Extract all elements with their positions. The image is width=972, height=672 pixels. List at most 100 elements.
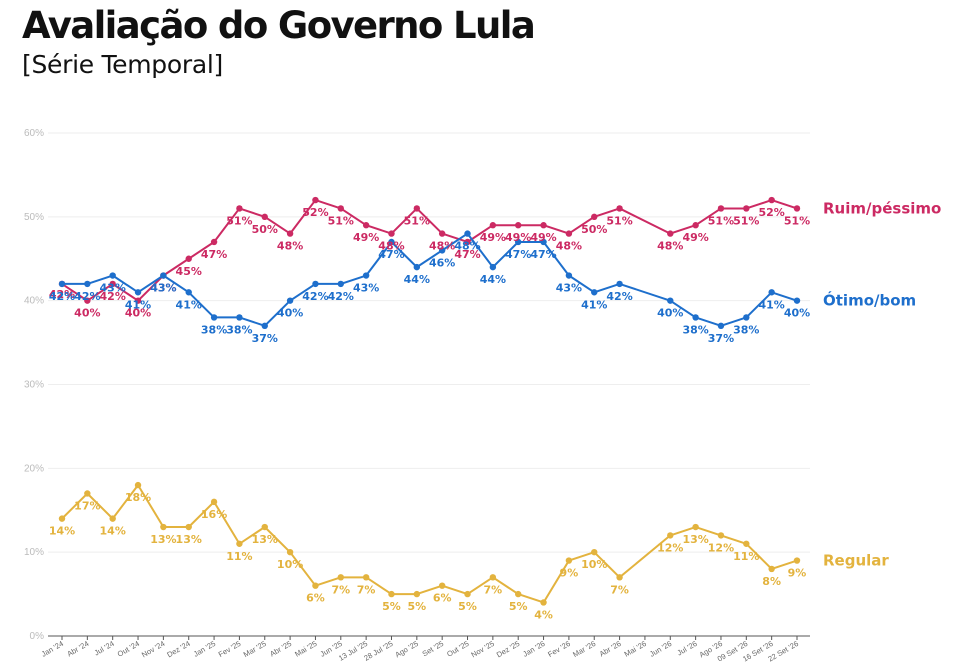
regular-point — [438, 582, 446, 589]
ruim-pessimo-point — [489, 222, 497, 229]
otimo-bom-data-label: 42% — [302, 290, 328, 303]
x-tick-label: Nov '24 — [140, 639, 166, 659]
x-tick-label: Mai '26 — [623, 639, 648, 659]
regular-data-label: 7% — [484, 583, 503, 596]
otimo-bom-data-label: 47% — [530, 248, 556, 261]
regular-data-label: 7% — [331, 583, 350, 596]
ruim-pessimo-data-label: 51% — [784, 214, 810, 227]
regular-point — [413, 590, 421, 598]
regular-point — [312, 582, 319, 589]
regular-point — [160, 523, 167, 531]
otimo-bom-point — [692, 314, 699, 321]
ruim-pessimo-point — [692, 222, 699, 229]
y-tick-label: 60% — [24, 128, 44, 139]
otimo-bom-data-label: 44% — [480, 273, 506, 286]
otimo-bom-point — [312, 280, 319, 288]
regular-point — [591, 548, 598, 556]
regular-data-label: 8% — [762, 575, 781, 588]
ruim-pessimo-point — [261, 213, 268, 221]
otimo-bom-point — [210, 314, 218, 321]
regular-data-label: 13% — [252, 533, 278, 546]
regular-data-label: 5% — [382, 600, 401, 613]
otimo-bom-data-label: 41% — [176, 298, 202, 311]
y-tick-label: 30% — [24, 380, 44, 391]
otimo-bom-data-label: 37% — [252, 332, 278, 345]
regular-point — [464, 590, 471, 598]
ruim-pessimo-data-label: 48% — [556, 240, 582, 253]
otimo-bom-point — [793, 297, 801, 304]
regular-data-label: 7% — [357, 583, 376, 596]
otimo-bom-data-label: 40% — [657, 307, 683, 320]
x-tick-label: Dez '24 — [165, 639, 191, 659]
regular-point — [717, 532, 725, 539]
otimo-bom-point — [362, 272, 370, 279]
ruim-pessimo-data-label: 49% — [353, 231, 379, 244]
ruim-pessimo-point — [743, 205, 750, 212]
regular-point — [286, 548, 294, 556]
regular-point — [109, 515, 116, 522]
otimo-bom-point — [160, 272, 167, 279]
otimo-bom-point — [489, 263, 497, 271]
regular-point — [793, 557, 801, 564]
otimo-bom-point — [337, 280, 344, 288]
otimo-bom-data-label: 43% — [353, 282, 379, 295]
otimo-bom-point — [717, 322, 725, 330]
ruim-pessimo-point — [185, 255, 192, 262]
y-tick-label: 20% — [24, 463, 44, 474]
ruim-pessimo-point — [236, 205, 243, 212]
y-tick-label: 10% — [24, 547, 44, 558]
otimo-bom-data-label: 38% — [226, 323, 252, 336]
ruim-pessimo-point — [438, 230, 446, 237]
otimo-bom-point — [185, 289, 192, 296]
ruim-pessimo-point — [540, 222, 547, 229]
series-layer — [58, 196, 801, 606]
ruim-pessimo-point — [84, 297, 91, 304]
ruim-pessimo-point — [286, 230, 294, 237]
otimo-bom-point — [413, 263, 421, 271]
x-tick-label: Out '24 — [116, 639, 141, 659]
ruim-pessimo-data-label: 51% — [226, 214, 252, 227]
regular-data-label: 12% — [657, 541, 683, 554]
regular-data-label: 4% — [534, 608, 553, 621]
ruim-pessimo-data-label: 40% — [74, 307, 100, 320]
otimo-bom-series-label: Ótimo/bom — [823, 291, 916, 310]
otimo-bom-data-label: 42% — [74, 290, 100, 303]
chart-title: Avaliação do Governo Lula — [22, 4, 536, 47]
x-tick-label: Set '25 — [421, 639, 446, 658]
otimo-bom-point — [58, 280, 66, 288]
otimo-bom-point — [134, 289, 142, 296]
regular-point — [210, 498, 218, 506]
otimo-bom-data-label: 48% — [454, 240, 480, 253]
otimo-bom-point — [515, 238, 522, 246]
ruim-pessimo-data-label: 51% — [606, 214, 632, 227]
otimo-bom-point — [464, 230, 471, 237]
regular-data-label: 9% — [560, 567, 579, 580]
otimo-bom-data-label: 37% — [708, 332, 734, 345]
x-tick-label: Abr '26 — [598, 639, 623, 659]
ruim-pessimo-data-label: 48% — [378, 240, 404, 253]
regular-point — [768, 565, 775, 573]
otimo-bom-data-label: 43% — [100, 282, 126, 295]
regular-point — [134, 481, 142, 489]
ruim-pessimo-point — [388, 230, 395, 237]
regular-point — [236, 540, 243, 547]
chart-subtitle: [Série Temporal] — [22, 50, 223, 79]
otimo-bom-data-label: 43% — [150, 282, 176, 295]
ruim-pessimo-data-label: 42% — [100, 290, 126, 303]
ruim-pessimo-point — [362, 222, 370, 229]
regular-data-label: 14% — [49, 525, 75, 538]
x-tick-label: Dez '25 — [495, 639, 521, 659]
regular-point — [261, 523, 268, 531]
ruim-pessimo-data-label: 50% — [252, 223, 278, 236]
otimo-bom-point — [286, 297, 294, 304]
regular-data-label: 13% — [682, 533, 708, 546]
regular-series-label: Regular — [823, 552, 889, 570]
regular-point — [58, 515, 66, 522]
otimo-bom-data-label: 42% — [328, 290, 354, 303]
otimo-bom-point — [616, 280, 623, 288]
regular-data-label: 11% — [733, 550, 759, 563]
axis-layer: 0%10%20%30%40%50%60%Jan '24 Abr '24 Jul '2… — [24, 128, 800, 664]
otimo-bom-data-label: 40% — [277, 307, 303, 320]
regular-data-label: 6% — [433, 592, 452, 605]
regular-data-label: 13% — [150, 533, 176, 546]
